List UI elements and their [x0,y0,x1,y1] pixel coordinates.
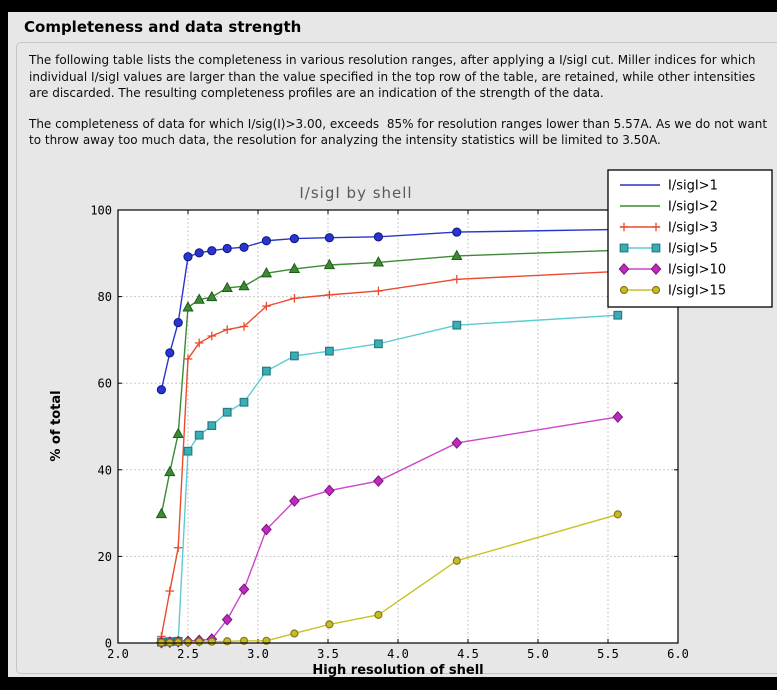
legend: I/sigI>1 I/sigI>2 I/sigI>3 I/sigI>5 I/sigI>1… [607,169,773,308]
y-tick-label: 0 [105,637,112,651]
legend-label: I/sigI>5 [668,242,718,257]
chart-title: I/sigI by shell [299,184,412,202]
y-tick-label: 80 [98,290,112,304]
y-tick-label: 20 [98,550,112,564]
x-tick-label: 5.5 [597,647,619,661]
series-I/sigI>15 [157,510,622,647]
legend-label: I/sigI>2 [668,200,718,215]
x-tick-label: 4.0 [387,647,409,661]
x-tick-label: 3.5 [317,647,339,661]
y-tick-label: 60 [98,377,112,391]
completeness-chart: 2.0 2.5 3.0 3.5 4.0 4.5 5.0 5.5 6.0 0 20 40 60 80 100 I… [49,169,773,677]
x-axis-label: High resolution of shell [312,663,483,677]
x-tick-label: 3.0 [247,647,269,661]
legend-label: I/sigI>15 [668,284,726,299]
x-tick-label: 2.0 [107,647,129,661]
series-I/sigI>2 [155,244,624,519]
x-tick-label: 4.5 [457,647,479,661]
legend-label: I/sigI>1 [668,179,718,194]
legend-label: I/sigI>3 [668,221,718,236]
paragraph-intro: The following table lists the completene… [29,53,760,100]
y-axis-label: % of total [49,390,64,461]
page: Completeness and data strength The follo… [8,12,777,677]
y-tick-label: 40 [98,463,112,477]
x-tick-label: 5.0 [527,647,549,661]
x-tick-label: 2.5 [177,647,199,661]
x-tick-label: 6.0 [667,647,689,661]
series-I/sigI>1 [156,224,623,395]
body-text: The following table lists the completene… [29,52,773,163]
y-tick-label: 100 [90,204,112,218]
paragraph-conclusion: The completeness of data for which I/sig… [29,116,771,148]
legend-label: I/sigI>10 [668,263,726,278]
page-title: Completeness and data strength [24,18,302,36]
plot-area [118,210,678,643]
